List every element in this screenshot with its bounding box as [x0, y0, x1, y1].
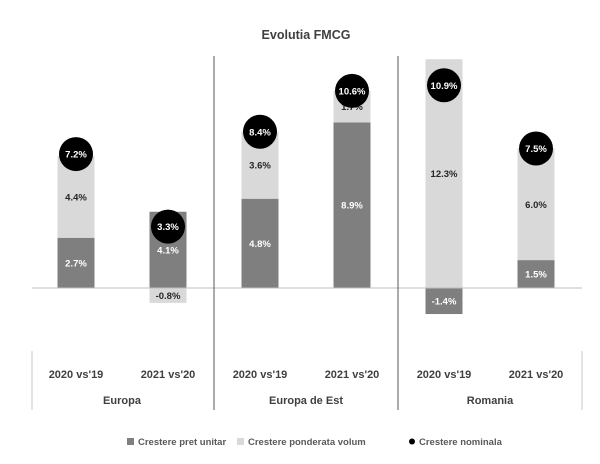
marker-crestere-nominala	[59, 137, 93, 172]
data-label-crestere-nominala: 7.2%	[65, 150, 87, 161]
legend-label-crestere-ponderata-volum: Crestere ponderata volum	[248, 437, 366, 448]
group-label: Europa de Est	[269, 395, 343, 407]
bar-segment-pret-unitar	[241, 198, 279, 288]
bar-segment-pret-unitar	[425, 288, 463, 315]
marker-crestere-nominala	[427, 68, 461, 103]
data-label-pret-unitar: -1.4%	[432, 297, 457, 308]
axis-table	[31, 351, 583, 410]
data-label-crestere-nominala: 3.3%	[157, 222, 179, 233]
category-label: 2021 vs'20	[325, 369, 380, 381]
data-label-pret-unitar: 1.5%	[525, 270, 547, 281]
marker-crestere-nominala	[335, 73, 369, 108]
marker-crestere-nominala	[519, 131, 553, 166]
data-label-ponderata-volum: 3.6%	[249, 161, 271, 172]
data-label-crestere-nominala: 10.6%	[339, 86, 366, 97]
group-label: Europa	[103, 395, 142, 407]
category-label: 2020 vs'19	[417, 369, 472, 381]
legend-label-crestere-nominala: Crestere nominala	[419, 437, 503, 448]
marker-crestere-nominala	[151, 209, 185, 244]
data-label-pret-unitar: 4.8%	[249, 239, 271, 250]
data-label-ponderata-volum: 4.4%	[65, 192, 87, 203]
bars-layer: 2.7% 4.4% 7.2% 4.1% -0.8% 3.3% 4.8% 3.6% 8.4% 8.9…	[57, 59, 555, 315]
data-label-crestere-nominala: 10.9%	[431, 81, 458, 92]
bar-segment-pret-unitar	[517, 260, 555, 288]
data-label-crestere-nominala: 7.5%	[525, 144, 547, 155]
bar-segment-pret-unitar	[57, 237, 95, 288]
category-label: 2021 vs'20	[509, 369, 564, 381]
data-label-pret-unitar: 4.1%	[157, 245, 179, 256]
chart-title: Evolutia FMCG	[262, 28, 351, 42]
data-label-ponderata-volum: -0.8%	[156, 291, 181, 302]
data-label-ponderata-volum: 12.3%	[431, 169, 458, 180]
data-label-pret-unitar: 2.7%	[65, 258, 87, 269]
data-label-ponderata-volum: 6.0%	[525, 200, 547, 211]
data-label-crestere-nominala: 8.4%	[249, 127, 271, 138]
legend-swatch-crestere-pret-unitar	[127, 438, 134, 445]
legend: Crestere pret unitar Crestere ponderata …	[127, 437, 503, 448]
group-labels: Europa Europa de Est Romania	[103, 395, 514, 407]
marker-crestere-nominala	[243, 114, 277, 149]
category-labels: 2020 vs'19 2021 vs'20 2020 vs'19 2021 vs'20…	[49, 369, 564, 381]
bar-segment-pret-unitar	[333, 122, 371, 289]
legend-label-crestere-pret-unitar: Crestere pret unitar	[138, 437, 226, 448]
category-label: 2020 vs'19	[49, 369, 104, 381]
bar-segment-ponderata-volum	[149, 288, 187, 303]
bar-segment-ponderata-volum	[517, 148, 555, 261]
group-separators	[213, 56, 399, 410]
category-label: 2021 vs'20	[141, 369, 196, 381]
legend-marker-crestere-nominala	[409, 438, 415, 445]
legend-swatch-crestere-ponderata-volum	[237, 438, 244, 445]
category-label: 2020 vs'19	[233, 369, 288, 381]
data-label-pret-unitar: 8.9%	[341, 201, 363, 212]
group-label: Romania	[467, 395, 514, 407]
